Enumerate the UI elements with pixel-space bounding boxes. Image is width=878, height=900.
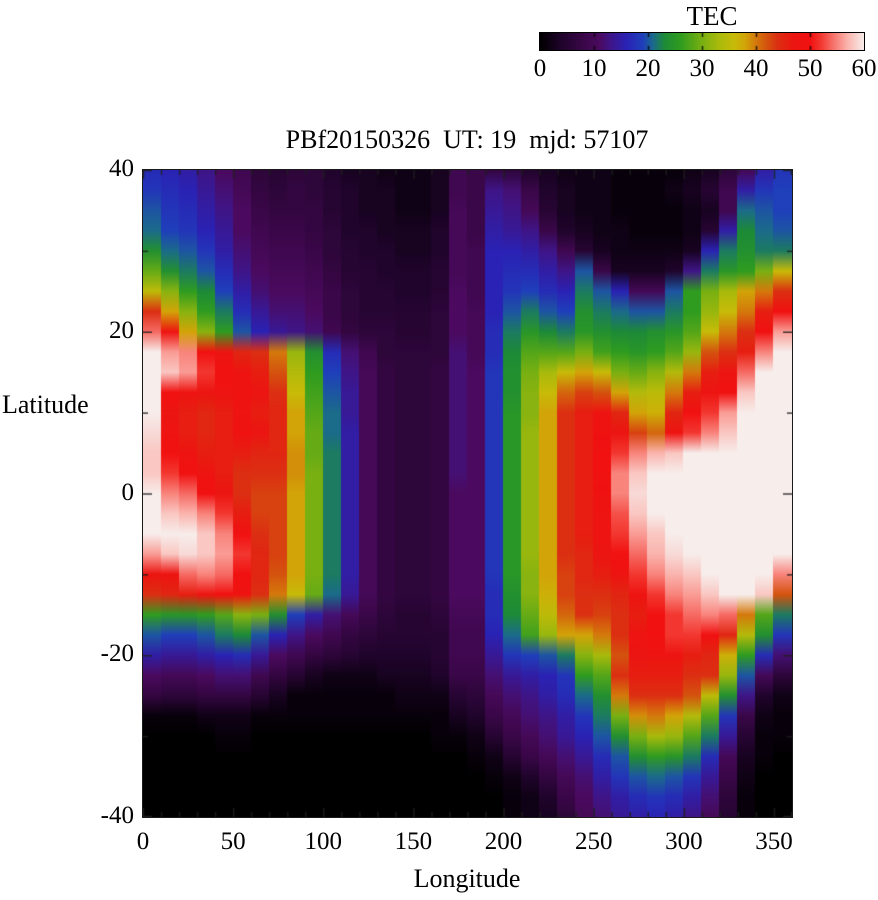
x-tick-label: 50 [220,828,246,855]
x-axis-title: Longitude [413,864,521,893]
plot-title: PBf20150326 UT: 19 mjd: 57107 [285,125,649,154]
y-tick-label: -20 [100,640,134,668]
x-tick-label: 150 [394,828,433,855]
x-tick-label: 350 [755,828,793,855]
colorbar-tick-label: 0 [533,55,547,82]
colorbar-tick-label: 50 [797,55,823,82]
y-tick-label: -40 [100,802,134,829]
colorbar-tick-label: 30 [689,55,715,82]
y-tick-label: 20 [109,316,134,344]
colorbar-tick-label: 20 [635,55,661,82]
x-tick-label: 100 [304,828,343,855]
colorbar-tick-label: 10 [581,55,607,82]
y-tick-label: 0 [121,478,135,506]
x-tick-label: 250 [574,828,613,855]
x-tick-label: 300 [665,828,703,855]
x-tick-label: 0 [136,828,150,855]
x-tick-label: 200 [484,828,523,855]
y-tick-label: 40 [109,155,134,182]
colorbar-tick-label: 40 [743,55,769,82]
colorbar-gradient [539,32,865,51]
y-axis-title: Latitude [2,390,89,419]
tec-heatmap [142,169,793,818]
colorbar-tick-label: 60 [851,55,877,82]
colorbar-title: TEC [686,1,738,31]
